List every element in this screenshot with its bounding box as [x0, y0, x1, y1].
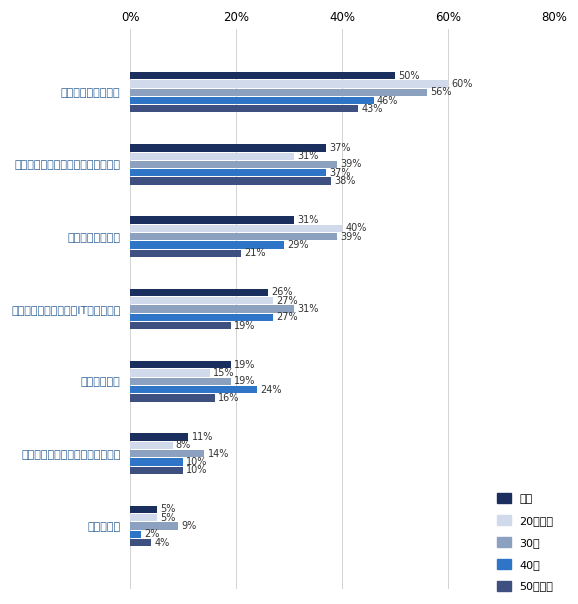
Text: 29%: 29%	[287, 240, 309, 250]
Text: 11%: 11%	[192, 432, 213, 442]
Text: 2%: 2%	[144, 529, 160, 539]
Bar	[130, 370, 210, 377]
Text: 39%: 39%	[340, 232, 361, 242]
Bar	[130, 289, 268, 296]
Text: 43%: 43%	[361, 104, 383, 114]
Bar	[130, 216, 294, 224]
Text: 31%: 31%	[298, 304, 319, 314]
Bar	[130, 169, 326, 176]
Bar	[130, 466, 183, 474]
Bar	[130, 153, 294, 160]
Text: 31%: 31%	[298, 151, 319, 161]
Text: 15%: 15%	[213, 368, 234, 378]
Text: 46%: 46%	[377, 95, 398, 106]
Text: 38%: 38%	[335, 176, 356, 186]
Text: 14%: 14%	[208, 449, 229, 458]
Text: 5%: 5%	[160, 513, 175, 522]
Text: 26%: 26%	[271, 288, 292, 297]
Text: 27%: 27%	[276, 296, 298, 306]
Bar	[130, 442, 173, 449]
Bar	[130, 297, 273, 304]
Bar	[130, 361, 231, 368]
Bar	[130, 539, 151, 546]
Bar	[130, 242, 284, 249]
Bar	[130, 105, 358, 112]
Text: 21%: 21%	[244, 248, 266, 259]
Text: 40%: 40%	[345, 223, 366, 234]
Bar	[130, 458, 183, 466]
Text: 37%: 37%	[329, 168, 351, 178]
Bar	[130, 249, 242, 257]
Text: 39%: 39%	[340, 159, 361, 170]
Bar	[130, 433, 188, 441]
Text: 19%: 19%	[234, 360, 255, 370]
Text: 31%: 31%	[298, 215, 319, 225]
Text: 16%: 16%	[218, 393, 239, 403]
Bar	[130, 450, 205, 457]
Text: 5%: 5%	[160, 504, 175, 514]
Legend: 全体, 20代以下, 30代, 40代, 50代以上: 全体, 20代以下, 30代, 40代, 50代以上	[494, 490, 557, 595]
Bar	[130, 522, 178, 530]
Bar	[130, 378, 231, 385]
Text: 50%: 50%	[398, 71, 420, 80]
Bar	[130, 89, 427, 96]
Bar	[130, 178, 332, 185]
Bar	[130, 225, 342, 232]
Text: 10%: 10%	[186, 457, 208, 467]
Text: 60%: 60%	[451, 79, 473, 89]
Text: 37%: 37%	[329, 143, 351, 153]
Text: 9%: 9%	[181, 521, 197, 531]
Bar	[130, 233, 337, 240]
Bar	[130, 530, 141, 538]
Bar	[130, 144, 326, 152]
Bar	[130, 72, 395, 79]
Bar	[130, 313, 273, 321]
Bar	[130, 322, 231, 329]
Text: 10%: 10%	[186, 465, 208, 475]
Text: 27%: 27%	[276, 312, 298, 323]
Text: 56%: 56%	[430, 87, 451, 97]
Text: 8%: 8%	[176, 440, 191, 451]
Bar	[130, 506, 157, 513]
Bar	[130, 514, 157, 521]
Bar	[130, 161, 337, 168]
Text: 19%: 19%	[234, 376, 255, 387]
Bar	[130, 386, 257, 393]
Text: 24%: 24%	[261, 385, 282, 394]
Text: 19%: 19%	[234, 321, 255, 330]
Bar	[130, 97, 374, 104]
Text: 4%: 4%	[154, 538, 170, 547]
Bar	[130, 394, 215, 402]
Bar	[130, 306, 294, 313]
Bar	[130, 80, 448, 88]
